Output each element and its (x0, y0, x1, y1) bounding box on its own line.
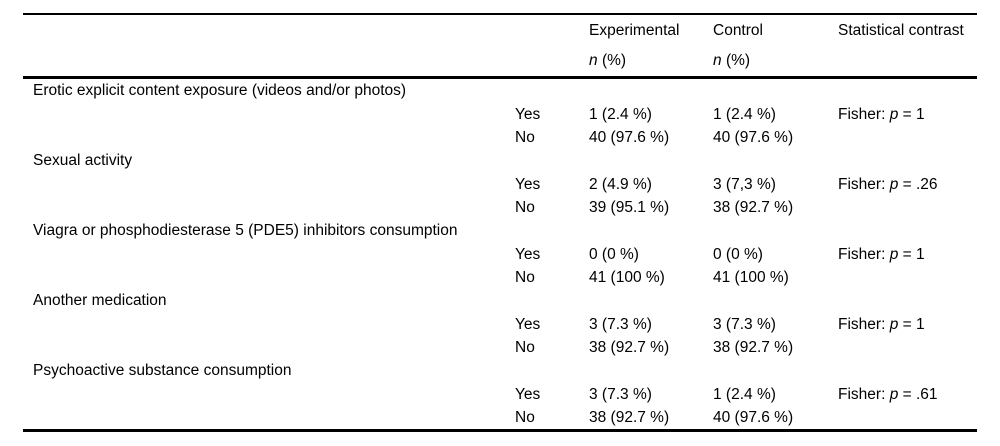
header-empty-answer (515, 14, 589, 46)
header-row-group-labels: Experimental Control Statistical contras… (23, 14, 977, 46)
stat-contrast-empty (838, 196, 977, 219)
control-value: 3 (7,3 %) (713, 175, 776, 193)
stat-contrast-value: Fisher: p = .61 (838, 385, 938, 403)
p-symbol: p (889, 315, 899, 333)
header-empty-answer-2 (515, 46, 589, 79)
n-suffix: (%) (725, 52, 751, 69)
n-suffix: (%) (601, 52, 627, 69)
header-control: Control (713, 21, 763, 39)
answer-label: No (515, 408, 535, 426)
control-value: 40 (97.6 %) (713, 408, 794, 426)
p-symbol: p (889, 245, 899, 263)
experimental-value: 38 (92.7 %) (589, 408, 670, 426)
stat-contrast-value: Fisher: p = 1 (838, 245, 925, 263)
stat-contrast-empty (838, 266, 977, 289)
data-row-yes: Yes 0 (0 %) 0 (0 %) Fisher: p = 1 (23, 243, 977, 266)
data-row-no: No 41 (100 %) 41 (100 %) (23, 266, 977, 289)
section-row: Another medication (23, 289, 977, 313)
answer-label: Yes (515, 105, 541, 123)
data-row-yes: Yes 3 (7.3 %) 3 (7.3 %) Fisher: p = 1 (23, 313, 977, 336)
experimental-value: 2 (4.9 %) (589, 175, 652, 193)
data-row-yes: Yes 2 (4.9 %) 3 (7,3 %) Fisher: p = .26 (23, 173, 977, 196)
control-value: 1 (2.4 %) (713, 385, 776, 403)
header-statistical-contrast: Statistical contrast (838, 21, 964, 39)
stat-contrast-empty (838, 126, 977, 149)
header-empty-item (23, 14, 515, 46)
section-label: Sexual activity (33, 152, 133, 169)
answer-label: Yes (515, 175, 541, 193)
experimental-value: 0 (0 %) (589, 245, 639, 263)
control-value: 3 (7.3 %) (713, 315, 776, 333)
experimental-value: 3 (7.3 %) (589, 315, 652, 333)
control-value: 40 (97.6 %) (713, 128, 794, 146)
stat-contrast-value: Fisher: p = 1 (838, 315, 925, 333)
data-row-no: No 38 (92.7 %) 38 (92.7 %) (23, 336, 977, 359)
section-row: Erotic explicit content exposure (videos… (23, 78, 977, 104)
section-label: Erotic explicit content exposure (videos… (33, 82, 407, 99)
header-empty-stat (838, 46, 977, 79)
p-symbol: p (889, 175, 899, 193)
answer-label: No (515, 198, 535, 216)
section-row: Viagra or phosphodiesterase 5 (PDE5) inh… (23, 219, 977, 243)
experimental-value: 40 (97.6 %) (589, 128, 670, 146)
section-label: Another medication (33, 292, 167, 309)
data-row-no: No 38 (92.7 %) 40 (97.6 %) (23, 406, 977, 431)
section-label: Viagra or phosphodiesterase 5 (PDE5) inh… (33, 222, 458, 239)
experimental-value: 41 (100 %) (589, 268, 665, 286)
answer-label: No (515, 128, 535, 146)
answer-label: Yes (515, 385, 541, 403)
experimental-value: 39 (95.1 %) (589, 198, 670, 216)
data-row-no: No 40 (97.6 %) 40 (97.6 %) (23, 126, 977, 149)
results-table: Experimental Control Statistical contras… (23, 13, 977, 432)
header-control-n-pct: n (%) (713, 46, 838, 79)
experimental-value: 38 (92.7 %) (589, 338, 670, 356)
section-row: Sexual activity (23, 149, 977, 173)
header-experimental: Experimental (589, 21, 680, 39)
control-value: 1 (2.4 %) (713, 105, 776, 123)
control-value: 38 (92.7 %) (713, 198, 794, 216)
answer-label: No (515, 338, 535, 356)
answer-label: Yes (515, 315, 541, 333)
section-label: Psychoactive substance consumption (33, 362, 292, 379)
paper-table-container: Experimental Control Statistical contras… (23, 13, 977, 432)
data-row-no: No 39 (95.1 %) 38 (92.7 %) (23, 196, 977, 219)
control-value: 41 (100 %) (713, 268, 789, 286)
control-value: 0 (0 %) (713, 245, 763, 263)
answer-label: No (515, 268, 535, 286)
stat-contrast-value: Fisher: p = .26 (838, 175, 938, 193)
stat-contrast-empty (838, 336, 977, 359)
n-symbol: n (713, 52, 722, 69)
stat-contrast-empty (838, 406, 977, 431)
n-symbol: n (589, 52, 598, 69)
control-value: 38 (92.7 %) (713, 338, 794, 356)
header-experimental-n-pct: n (%) (589, 46, 713, 79)
header-row-units: n (%) n (%) (23, 46, 977, 79)
experimental-value: 3 (7.3 %) (589, 385, 652, 403)
p-symbol: p (889, 385, 899, 403)
header-empty-item-2 (23, 46, 515, 79)
section-row: Psychoactive substance consumption (23, 359, 977, 383)
data-row-yes: Yes 1 (2.4 %) 1 (2.4 %) Fisher: p = 1 (23, 103, 977, 126)
p-symbol: p (889, 105, 899, 123)
answer-label: Yes (515, 245, 541, 263)
stat-contrast-value: Fisher: p = 1 (838, 105, 925, 123)
data-row-yes: Yes 3 (7.3 %) 1 (2.4 %) Fisher: p = .61 (23, 383, 977, 406)
experimental-value: 1 (2.4 %) (589, 105, 652, 123)
